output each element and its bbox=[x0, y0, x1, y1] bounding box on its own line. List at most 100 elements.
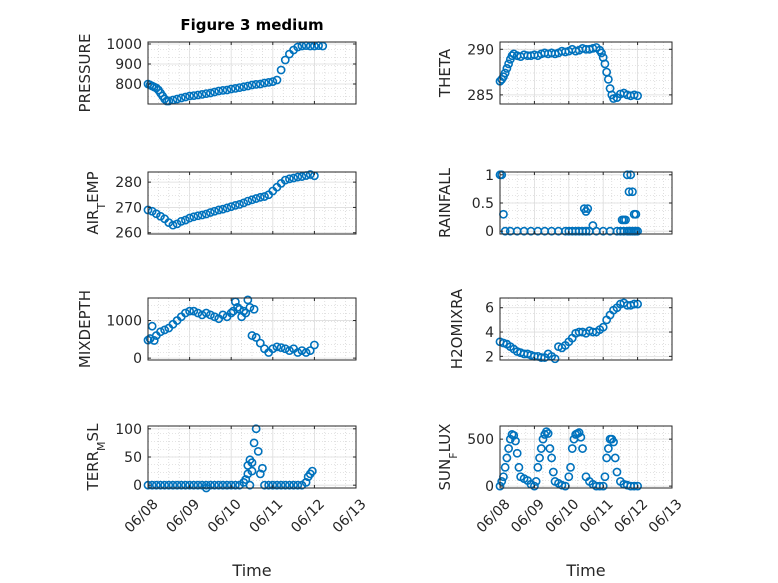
sunflux-data-point bbox=[531, 477, 541, 486]
terr_msl-data-point bbox=[189, 480, 199, 490]
air_temp-data-point bbox=[197, 210, 207, 220]
h2omixra-y-axis-label-main: H2OMIXRA bbox=[448, 288, 466, 369]
air_temp-y-axis-label-main: AIR bbox=[84, 210, 102, 235]
mixdepth-data-point bbox=[147, 321, 157, 331]
terr_msl-data-point bbox=[276, 480, 286, 490]
terr_msl-data-point bbox=[255, 469, 265, 479]
terr_msl-data-point bbox=[241, 475, 251, 484]
terr_msl-data-point bbox=[289, 480, 298, 490]
mixdepth-data-point bbox=[243, 295, 253, 305]
rainfall-data-point bbox=[624, 187, 634, 197]
mixdepth-data-point bbox=[160, 325, 170, 335]
mixdepth-data-point bbox=[255, 338, 265, 348]
air_temp-data-point bbox=[189, 212, 199, 222]
pressure-data-point bbox=[210, 87, 219, 97]
theta-axes-frame bbox=[499, 41, 673, 105]
air_temp-data-point bbox=[168, 220, 178, 230]
terr_msl-data-point bbox=[272, 480, 282, 490]
terr_msl-data-point bbox=[280, 480, 290, 490]
mixdepth-data-point bbox=[280, 344, 290, 354]
mixdepth-data-point bbox=[272, 342, 282, 352]
rainfall-y-axis-label-main: RAINFALL bbox=[436, 167, 454, 238]
sunflux-data-point bbox=[543, 429, 553, 438]
sunflux-data-point bbox=[512, 448, 522, 458]
sunflux-data-point bbox=[547, 453, 556, 463]
terr_msl-data-point bbox=[249, 438, 259, 448]
terr_msl-data-point bbox=[214, 480, 224, 490]
sunflux-data-point bbox=[502, 453, 512, 463]
pressure-data-point bbox=[176, 93, 186, 103]
sunflux-data-point bbox=[566, 462, 575, 472]
terr_msl-data-point bbox=[307, 466, 317, 476]
h2omixra-data-point bbox=[598, 322, 608, 332]
terr_msl-y-tick-label: 100 bbox=[115, 422, 142, 438]
theta-y-tick-label: 290 bbox=[467, 42, 494, 58]
rainfall-axes: 0 0.5 1 RAINFALL bbox=[436, 167, 673, 240]
air_temp-data-point bbox=[181, 215, 190, 225]
mixdepth-data-point bbox=[268, 344, 278, 354]
rainfall-series bbox=[495, 170, 642, 236]
air_temp-y-tick-label: 280 bbox=[115, 175, 142, 191]
pressure-data-point bbox=[193, 90, 203, 100]
mixdepth-data-point bbox=[301, 348, 311, 357]
air_temp-data-point bbox=[230, 201, 240, 210]
mixdepth-data-point bbox=[249, 304, 259, 314]
sunflux-data-point bbox=[609, 437, 618, 447]
h2omixra-y-tick-label: 4 bbox=[485, 325, 494, 341]
mixdepth-data-point bbox=[239, 306, 249, 316]
air_temp-data-point bbox=[243, 196, 253, 206]
sunflux-data-point bbox=[576, 432, 586, 442]
pressure-data-point bbox=[172, 94, 182, 104]
air_temp-data-point bbox=[285, 174, 294, 184]
terr_msl-data-point bbox=[301, 477, 311, 487]
mixdepth-data-point bbox=[293, 348, 303, 357]
mixdepth-data-point bbox=[233, 302, 242, 312]
pressure-data-point bbox=[239, 82, 249, 92]
h2omixra-y-tick-label: 2 bbox=[485, 349, 494, 365]
rainfall-y-tick-label: 0 bbox=[485, 224, 494, 240]
pressure-data-point bbox=[268, 77, 278, 86]
theta-data-point bbox=[600, 59, 610, 69]
sunflux-data-point bbox=[578, 444, 587, 453]
mixdepth-data-point bbox=[241, 308, 251, 318]
pressure-data-point bbox=[226, 84, 236, 94]
sunflux-y-axis-label-rest: LUX bbox=[436, 424, 454, 453]
pressure-data-point bbox=[247, 80, 257, 90]
pressure-y-axis-label-main: PRESSURE bbox=[76, 34, 94, 113]
terr_msl-series bbox=[143, 424, 317, 493]
h2omixra-y-tick-label: 6 bbox=[485, 301, 494, 317]
terr_msl-data-point bbox=[218, 480, 228, 490]
mixdepth-data-point bbox=[276, 343, 286, 352]
mixdepth-data-point bbox=[218, 310, 228, 320]
terr_msl-y-axis-label-main: TERR bbox=[84, 451, 102, 492]
terr_msl-y-axis-label: TERRMSL bbox=[84, 423, 108, 492]
mixdepth-data-point bbox=[149, 336, 159, 345]
h2omixra-data-point bbox=[536, 353, 546, 362]
terr_msl-data-point bbox=[168, 480, 178, 490]
pressure-axes-frame bbox=[147, 41, 357, 105]
air_temp-data-point bbox=[293, 172, 303, 182]
pressure-y-tick-label: 800 bbox=[115, 77, 142, 93]
sunflux-data-point bbox=[567, 444, 577, 453]
pressure-data-point bbox=[276, 65, 286, 75]
terr_msl-data-point bbox=[226, 480, 236, 490]
mixdepth-series bbox=[143, 295, 319, 357]
h2omixra-y-axis-label: H2OMIXRA bbox=[448, 288, 466, 369]
mixdepth-data-point bbox=[285, 346, 294, 356]
air_temp-data-point bbox=[205, 208, 215, 217]
pressure-data-point bbox=[222, 85, 232, 95]
theta-data-point bbox=[504, 59, 513, 69]
terr_msl-data-point bbox=[185, 480, 194, 490]
theta-series bbox=[495, 43, 642, 103]
terr_msl-data-point bbox=[193, 480, 203, 490]
mixdepth-data-point bbox=[309, 340, 319, 350]
sunflux-data-point bbox=[511, 436, 520, 446]
air_temp-data-point bbox=[185, 213, 194, 223]
pressure-data-point bbox=[205, 88, 215, 98]
mixdepth-y-tick-label: 1000 bbox=[106, 314, 142, 330]
sunflux-data-point bbox=[504, 444, 513, 453]
terr_msl-data-point bbox=[160, 480, 170, 490]
sunflux-data-point bbox=[548, 467, 558, 477]
theta-data-point bbox=[507, 51, 517, 61]
